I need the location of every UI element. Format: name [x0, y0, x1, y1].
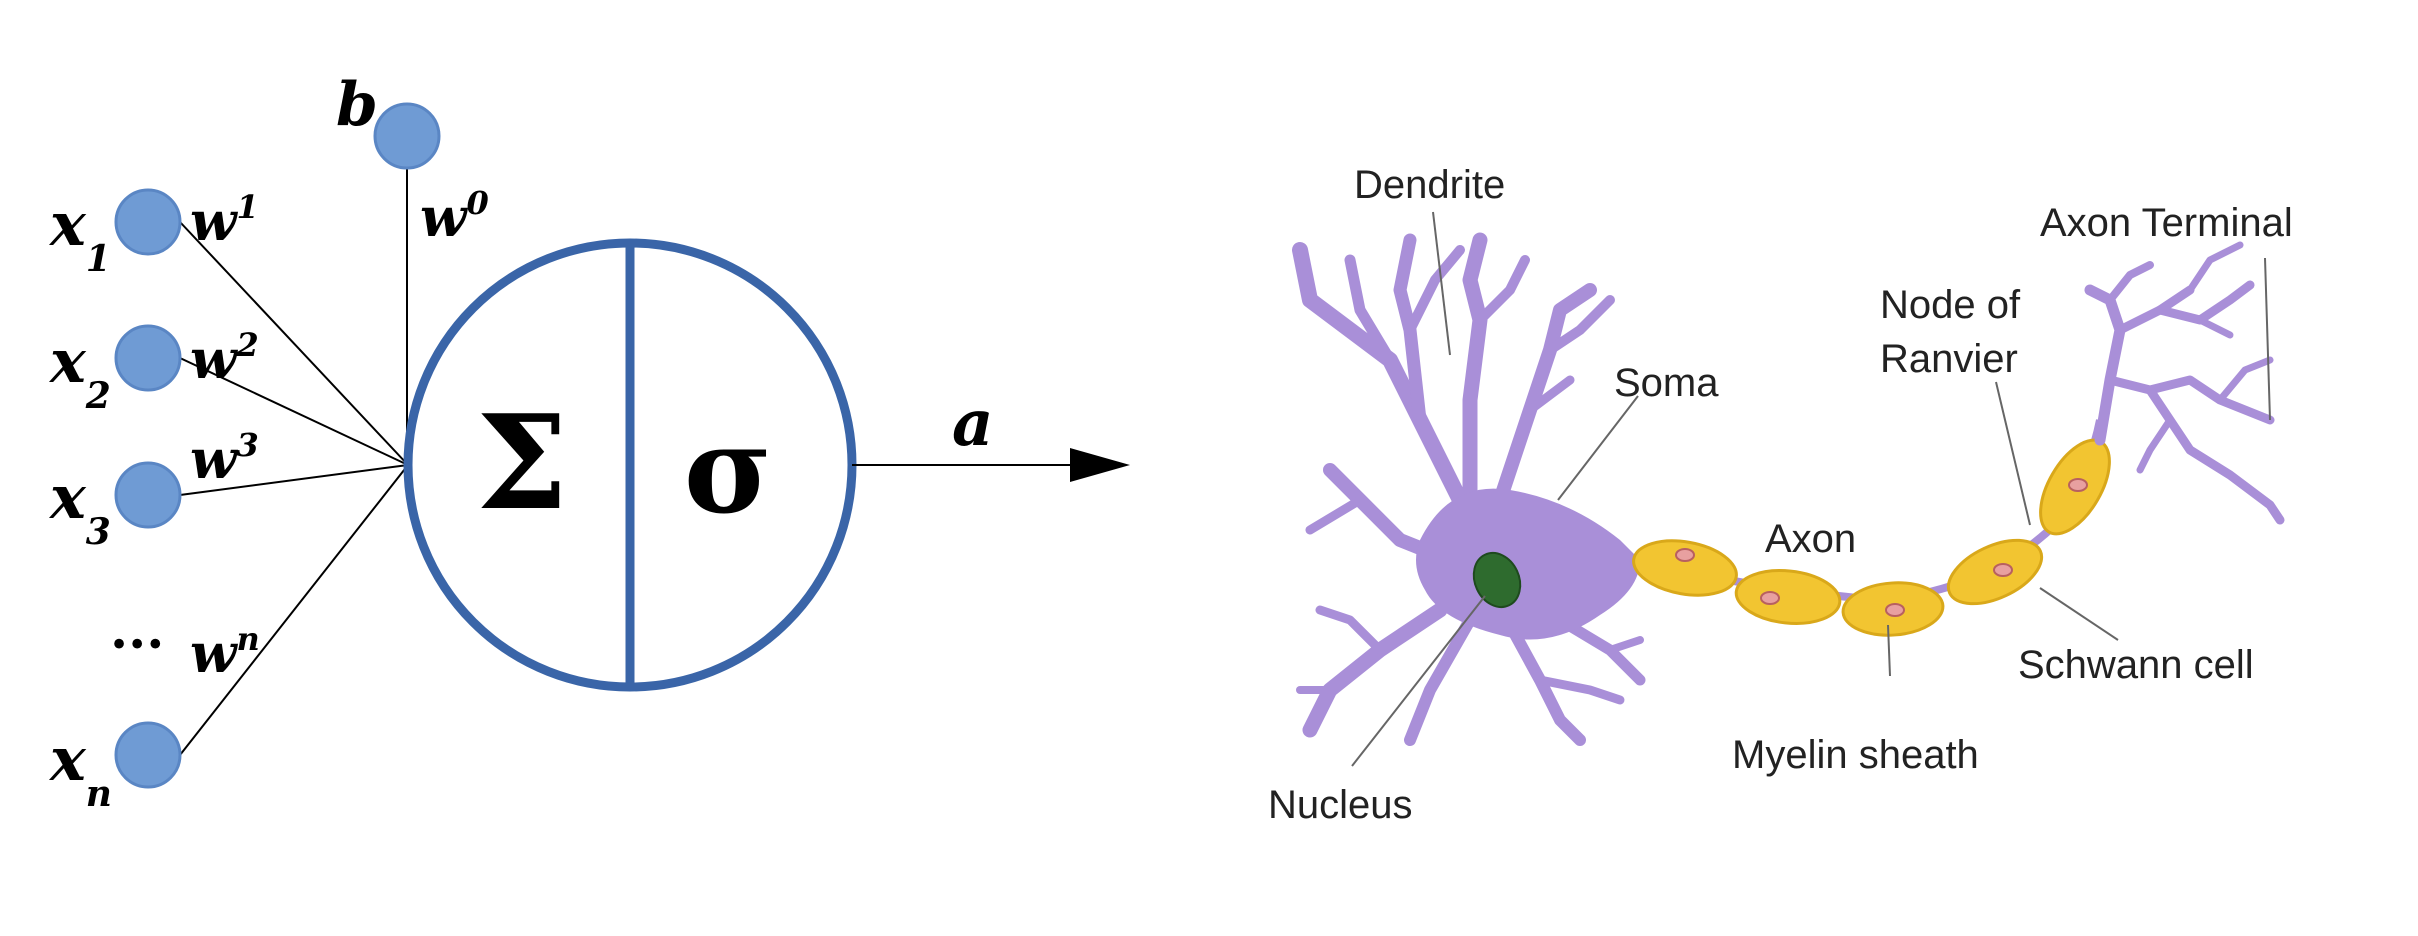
input-node-n: [114, 721, 182, 789]
schwann-nuclei: [1675, 478, 2088, 617]
ranvier-leader: [1995, 381, 2031, 526]
nucleus-leader: [1351, 595, 1486, 767]
connection-line-1: [179, 221, 409, 466]
input-connections: [179, 150, 409, 756]
node-of-ranvier-label-line1: Node of: [1880, 283, 2021, 327]
axon-terminal-branches: [2084, 241, 2285, 525]
input-node-2: [114, 324, 182, 392]
soma-label: Soma: [1614, 361, 1719, 405]
dendrite-branches: [1292, 232, 1646, 746]
leader-lines: [1351, 211, 2271, 767]
weight-label-3: w3: [190, 426, 259, 491]
soma-body: [1416, 488, 1640, 640]
bias-node: [373, 102, 441, 170]
myelin-segment-2: [1734, 569, 1842, 625]
input-node-3: [114, 461, 182, 529]
connection-line-3: [179, 464, 409, 496]
connection-line-n: [179, 464, 409, 756]
axon-terminal-leader: [2264, 257, 2271, 421]
nucleus-label: Nucleus: [1268, 783, 1413, 827]
dendrite-label: Dendrite: [1354, 163, 1505, 207]
connection-line-2: [179, 357, 409, 466]
input-label-3: x3: [48, 463, 111, 553]
input-label-n: xn: [48, 725, 112, 815]
myelin-leader: [1887, 624, 1891, 677]
soma-leader: [1557, 395, 1639, 501]
node-of-ranvier-label-line2: Ranvier: [1880, 337, 2018, 381]
activation-symbol: σ: [684, 400, 772, 541]
axon-label: Axon: [1765, 517, 1856, 561]
weight-label-n: wn: [190, 620, 260, 685]
weight-label-1: w1: [190, 188, 259, 253]
schwann-leader: [2039, 587, 2119, 641]
input-node-1: [114, 188, 182, 256]
bias-weight-label: w0: [420, 184, 489, 249]
input-label-1: x1: [48, 190, 111, 280]
biological-neuron: Dendrite Soma Nucleus Axon Myelin sheath…: [1268, 163, 2293, 827]
dendrite-leader: [1432, 211, 1451, 356]
input-ellipsis: ...: [110, 600, 164, 661]
myelin-sheath: [1632, 438, 2111, 637]
schwann-cell-label: Schwann cell: [2018, 643, 2254, 687]
nucleus: [1472, 551, 1522, 609]
weight-label-2: w2: [190, 326, 259, 391]
input-label-2: x2: [48, 327, 111, 417]
perceptron-diagram: x1 x2 x3 xn ... w1 w2 w3 wn b w0 Σ σ a: [48, 70, 1130, 815]
myelin-sheath-label: Myelin sheath: [1732, 733, 1979, 777]
output-arrowhead: [1070, 448, 1130, 482]
sum-symbol: Σ: [476, 386, 568, 539]
myelin-segment-1: [1632, 539, 1738, 597]
axon-terminal-label: Axon Terminal: [2040, 201, 2293, 245]
output-label: a: [952, 386, 993, 461]
bias-label: b: [336, 70, 378, 140]
